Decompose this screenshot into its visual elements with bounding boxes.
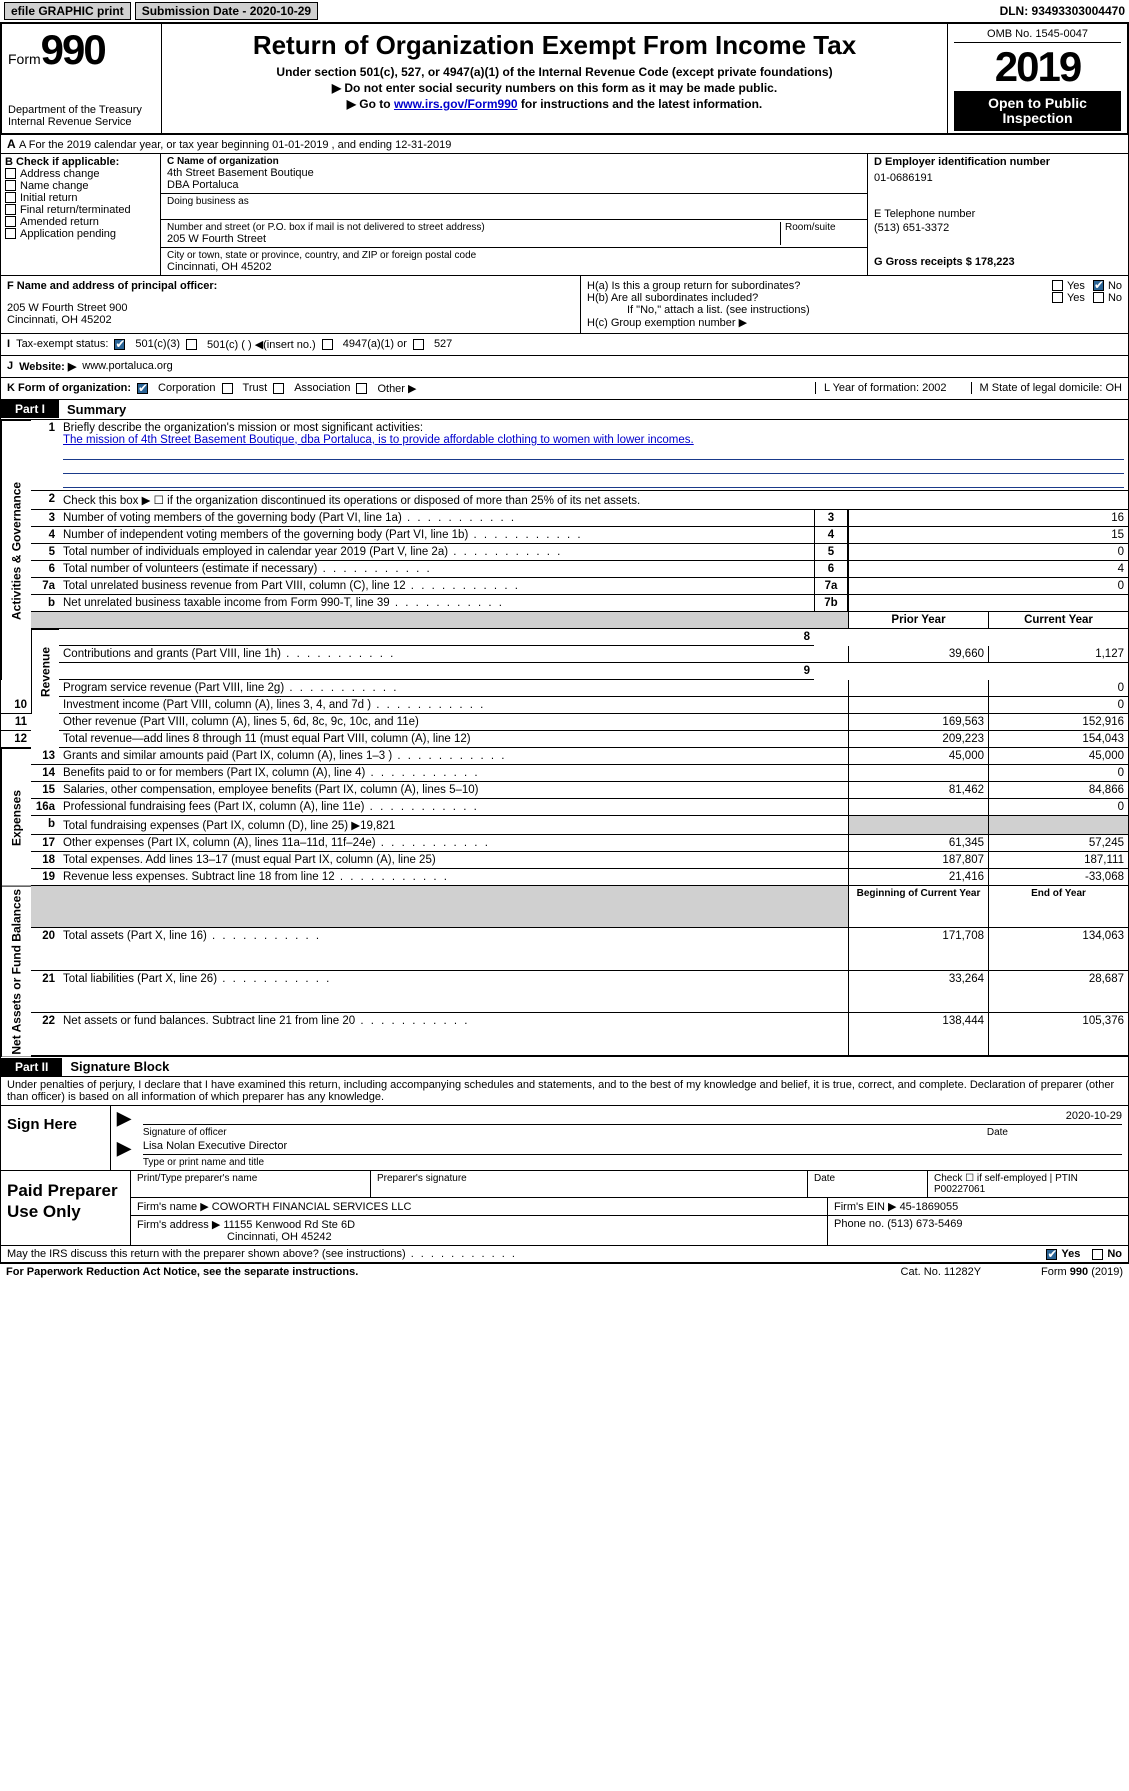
summary-table: Activities & Governance 1 Briefly descri… <box>0 420 1129 1058</box>
check-app-pending[interactable] <box>5 228 16 239</box>
row-a-tax-year: A A For the 2019 calendar year, or tax y… <box>0 135 1129 154</box>
org-name-2: DBA Portaluca <box>167 179 861 191</box>
ha-yes[interactable] <box>1052 280 1063 291</box>
irs-link[interactable]: www.irs.gov/Form990 <box>394 97 518 111</box>
check-name-change[interactable] <box>5 180 16 191</box>
firm-name: COWORTH FINANCIAL SERVICES LLC <box>212 1201 412 1213</box>
gross-receipts: G Gross receipts $ 178,223 <box>874 256 1122 268</box>
part-2-header: Part II Signature Block <box>0 1057 1129 1077</box>
hb-yes[interactable] <box>1052 292 1063 303</box>
dept-treasury: Department of the Treasury <box>8 104 155 116</box>
form-header: Form990 Department of the Treasury Inter… <box>0 23 1129 135</box>
sidelabel-rev: Revenue <box>31 629 59 714</box>
tax-4947[interactable] <box>322 339 333 350</box>
section-bcd: B Check if applicable: Address change Na… <box>0 154 1129 276</box>
officer-addr1: 205 W Fourth Street 900 <box>7 302 574 314</box>
submission-date-button[interactable]: Submission Date - 2020-10-29 <box>135 2 318 20</box>
ha-no[interactable] <box>1093 280 1104 291</box>
dln-label: DLN: 93493303004470 <box>1000 4 1125 18</box>
sidelabel-exp: Expenses <box>1 748 31 886</box>
tax-501c3[interactable] <box>114 339 125 350</box>
dept-irs: Internal Revenue Service <box>8 116 155 128</box>
discuss-yes[interactable] <box>1046 1249 1057 1260</box>
form-assoc[interactable] <box>273 383 284 394</box>
section-b: B Check if applicable: Address change Na… <box>1 154 161 275</box>
hb-no[interactable] <box>1093 292 1104 303</box>
org-city: Cincinnati, OH 45202 <box>167 261 861 273</box>
row-j: JWebsite: ▶ www.portaluca.org <box>0 356 1129 378</box>
form-subtitle: Under section 501(c), 527, or 4947(a)(1)… <box>168 65 941 79</box>
efile-print-button[interactable]: efile GRAPHIC print <box>4 2 131 20</box>
sign-date: 2020-10-29 <box>1066 1110 1122 1122</box>
form-other[interactable] <box>356 383 367 394</box>
ein: 01-0686191 <box>874 168 1122 188</box>
perjury-statement: Under penalties of perjury, I declare th… <box>0 1077 1129 1106</box>
section-c: C Name of organization 4th Street Baseme… <box>161 154 868 275</box>
sidelabel-na: Net Assets or Fund Balances <box>1 886 31 1057</box>
sidelabel-ag: Activities & Governance <box>1 420 31 680</box>
state-domicile: M State of legal domicile: OH <box>971 382 1122 394</box>
part-1-header: Part I Summary <box>0 400 1129 420</box>
telephone: (513) 651-3372 <box>874 220 1122 236</box>
check-final-return[interactable] <box>5 204 16 215</box>
ptin: P00227061 <box>934 1184 985 1195</box>
officer-addr2: Cincinnati, OH 45202 <box>7 314 574 326</box>
tax-527[interactable] <box>413 339 424 350</box>
top-bar: efile GRAPHIC print Submission Date - 20… <box>0 0 1129 23</box>
firm-addr1: 11155 Kenwood Rd Ste 6D <box>223 1219 355 1231</box>
firm-ein: 45-1869055 <box>900 1201 959 1213</box>
row-i: ITax-exempt status: 501(c)(3) 501(c) ( )… <box>0 334 1129 356</box>
sign-here: Sign Here ▶ 2020-10-29 Signature of offi… <box>0 1106 1129 1171</box>
check-amended-return[interactable] <box>5 216 16 227</box>
mission-link[interactable]: The mission of 4th Street Basement Bouti… <box>63 434 694 446</box>
section-f-h: F Name and address of principal officer:… <box>0 276 1129 334</box>
arrow-icon: ▶ <box>111 1138 137 1168</box>
footer: For Paperwork Reduction Act Notice, see … <box>0 1263 1129 1280</box>
ssn-warning: ▶ Do not enter social security numbers o… <box>168 81 941 95</box>
form-trust[interactable] <box>222 383 233 394</box>
officer-name: Lisa Nolan Executive Director <box>143 1140 287 1152</box>
firm-phone: (513) 673-5469 <box>887 1218 962 1230</box>
paid-preparer: Paid Preparer Use Only Print/Type prepar… <box>0 1171 1129 1246</box>
check-initial-return[interactable] <box>5 192 16 203</box>
tax-year: 2019 <box>954 43 1121 92</box>
discuss-row: May the IRS discuss this return with the… <box>0 1246 1129 1263</box>
form-corp[interactable] <box>137 383 148 394</box>
open-public-badge: Open to PublicInspection <box>954 92 1121 131</box>
org-name-1: 4th Street Basement Boutique <box>167 167 861 179</box>
firm-addr2: Cincinnati, OH 45242 <box>137 1231 332 1243</box>
website-url: www.portaluca.org <box>82 360 173 372</box>
arrow-icon: ▶ <box>111 1108 137 1138</box>
tax-501c[interactable] <box>186 339 197 350</box>
discuss-no[interactable] <box>1092 1249 1103 1260</box>
year-formation: L Year of formation: 2002 <box>815 382 947 394</box>
goto-line: ▶ Go to www.irs.gov/Form990 for instruct… <box>168 97 941 111</box>
form-id: Form990 <box>8 26 155 74</box>
org-address: 205 W Fourth Street <box>167 233 776 245</box>
row-k: K Form of organization: Corporation Trus… <box>0 378 1129 400</box>
section-d-e-g: D Employer identification number 01-0686… <box>868 154 1128 275</box>
form-title: Return of Organization Exempt From Incom… <box>168 30 941 61</box>
check-address-change[interactable] <box>5 168 16 179</box>
form-ref: Form 990 (2019) <box>1041 1266 1123 1278</box>
omb-number: OMB No. 1545-0047 <box>954 26 1121 43</box>
